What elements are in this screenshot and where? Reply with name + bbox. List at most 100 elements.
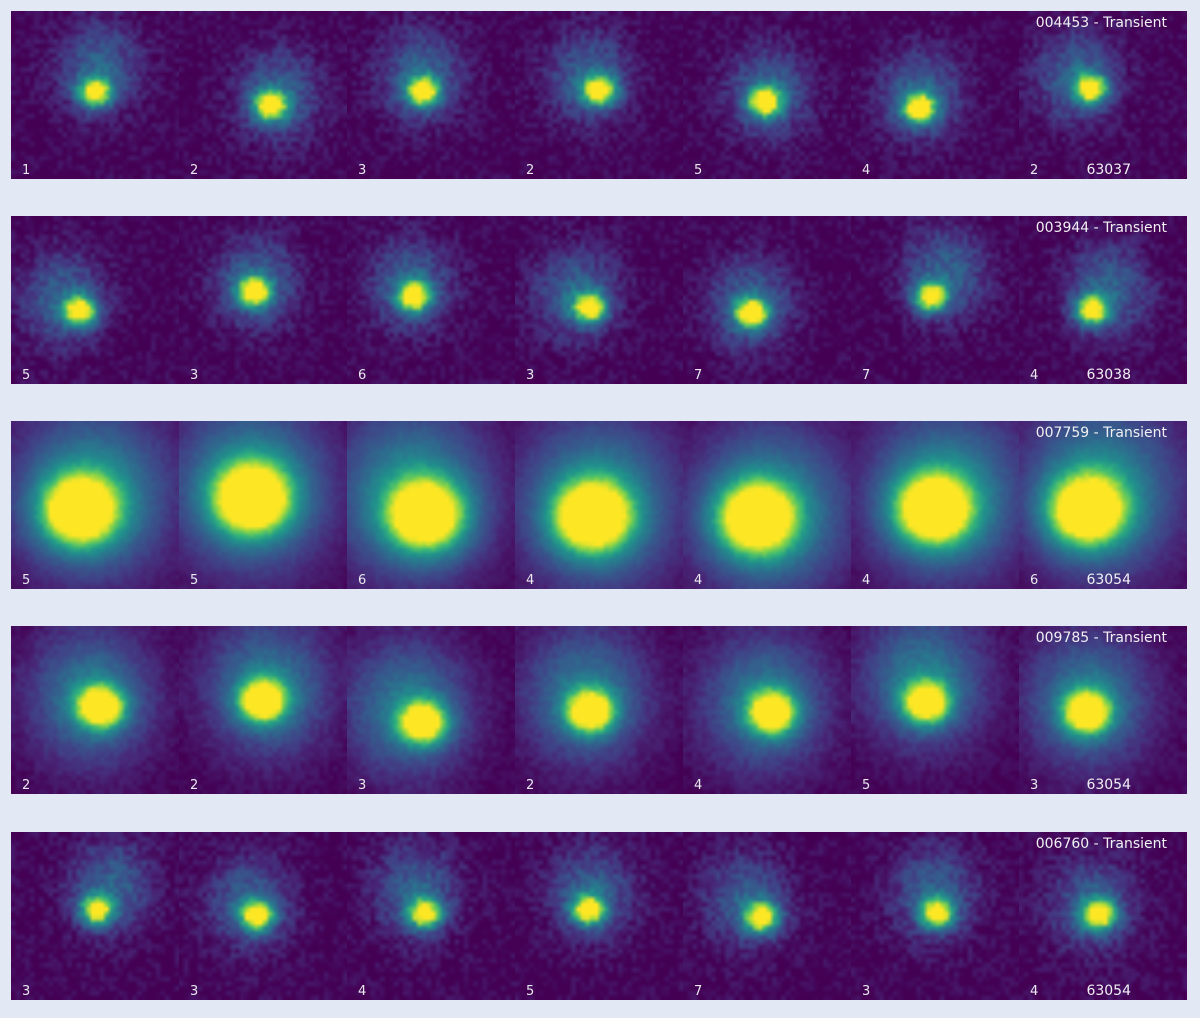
cutout-image [179,11,347,179]
panel-count: 1 [22,163,31,178]
transient-row: 1 2 3 2 5 4 2 004453 - Transient 63037 [11,11,1187,179]
cutout-panel: 5 [515,832,683,1000]
cutout-panel: 2 [1019,11,1187,179]
transient-row-number: 63054 [1086,777,1131,793]
panel-count: 3 [190,368,199,383]
transient-row-number: 63054 [1086,572,1131,588]
panel-count: 2 [22,778,31,793]
cutout-image [851,421,1019,589]
panel-count: 7 [862,368,871,383]
cutout-panel: 4 [1019,216,1187,384]
cutout-image [11,832,179,1000]
cutout-image [851,626,1019,794]
cutout-image [347,832,515,1000]
cutout-panel: 4 [515,421,683,589]
panel-count: 3 [22,984,31,999]
cutout-panel: 5 [683,11,851,179]
cutout-panel: 2 [11,626,179,794]
transient-row-number: 63054 [1086,983,1131,999]
cutout-panel: 6 [347,216,515,384]
panel-count: 4 [1030,984,1039,999]
cutout-panel: 3 [515,216,683,384]
cutout-image [1019,626,1187,794]
cutout-image [1019,11,1187,179]
panel-count: 2 [1030,163,1039,178]
cutout-image [179,626,347,794]
cutout-image [515,421,683,589]
cutout-panel: 1 [11,11,179,179]
cutout-image [683,216,851,384]
cutout-image [179,216,347,384]
panel-count: 4 [862,163,871,178]
cutout-panel: 2 [515,11,683,179]
panel-count: 4 [694,573,703,588]
panel-count: 4 [358,984,367,999]
cutout-panel: 7 [683,216,851,384]
cutout-image [347,421,515,589]
cutout-image [515,832,683,1000]
cutout-panel: 7 [683,832,851,1000]
panel-count: 2 [190,778,199,793]
cutout-panel: 7 [851,216,1019,384]
cutout-panel: 3 [347,626,515,794]
cutout-panel: 2 [515,626,683,794]
panel-count: 4 [862,573,871,588]
cutout-image [1019,421,1187,589]
cutout-panel: 3 [347,11,515,179]
cutout-image [683,421,851,589]
panel-count: 7 [694,984,703,999]
panel-count: 4 [1030,368,1039,383]
cutout-image [851,832,1019,1000]
cutout-panel: 3 [179,832,347,1000]
panel-count: 5 [22,573,31,588]
panel-count: 6 [1030,573,1039,588]
cutout-panel: 2 [179,11,347,179]
panel-count: 3 [190,984,199,999]
transient-row: 5 3 6 3 7 7 4 003944 - Transient 63038 [11,216,1187,384]
cutout-image [11,626,179,794]
cutout-panel: 3 [11,832,179,1000]
transient-row: 3 3 4 5 7 3 4 006760 - Transient 63054 [11,832,1187,1000]
cutout-image [515,626,683,794]
transient-row-number: 63038 [1086,367,1131,383]
panel-count: 6 [358,368,367,383]
cutout-panel: 6 [1019,421,1187,589]
cutout-image [11,421,179,589]
cutout-image [347,626,515,794]
cutout-image [851,216,1019,384]
cutout-image [11,216,179,384]
cutout-image [683,626,851,794]
panel-count: 5 [22,368,31,383]
cutout-image [515,216,683,384]
transient-row-title: 003944 - Transient [1035,220,1167,236]
cutout-panel: 6 [347,421,515,589]
panel-count: 3 [358,778,367,793]
transient-row-title: 006760 - Transient [1035,836,1167,852]
panel-count: 4 [526,573,535,588]
panel-count: 7 [694,368,703,383]
panel-count: 3 [1030,778,1039,793]
panel-count: 2 [526,163,535,178]
panel-count: 5 [862,778,871,793]
cutout-image [683,11,851,179]
cutout-panel: 2 [179,626,347,794]
cutout-image [851,11,1019,179]
transient-row: 2 2 3 2 4 5 3 009785 - Transient 63054 [11,626,1187,794]
transient-row-title: 009785 - Transient [1035,630,1167,646]
cutout-image [179,832,347,1000]
cutout-panel: 3 [179,216,347,384]
cutout-panel: 5 [11,216,179,384]
transient-row-number: 63037 [1086,162,1131,178]
transient-row-title: 004453 - Transient [1035,15,1167,31]
panel-count: 5 [694,163,703,178]
cutout-image [683,832,851,1000]
cutout-panel: 4 [347,832,515,1000]
cutout-panel: 3 [851,832,1019,1000]
panel-count: 3 [862,984,871,999]
transient-row: 5 5 6 4 4 4 6 007759 - Transient 63054 [11,421,1187,589]
panel-count: 5 [190,573,199,588]
cutout-image [515,11,683,179]
panel-count: 6 [358,573,367,588]
cutout-panel: 5 [11,421,179,589]
